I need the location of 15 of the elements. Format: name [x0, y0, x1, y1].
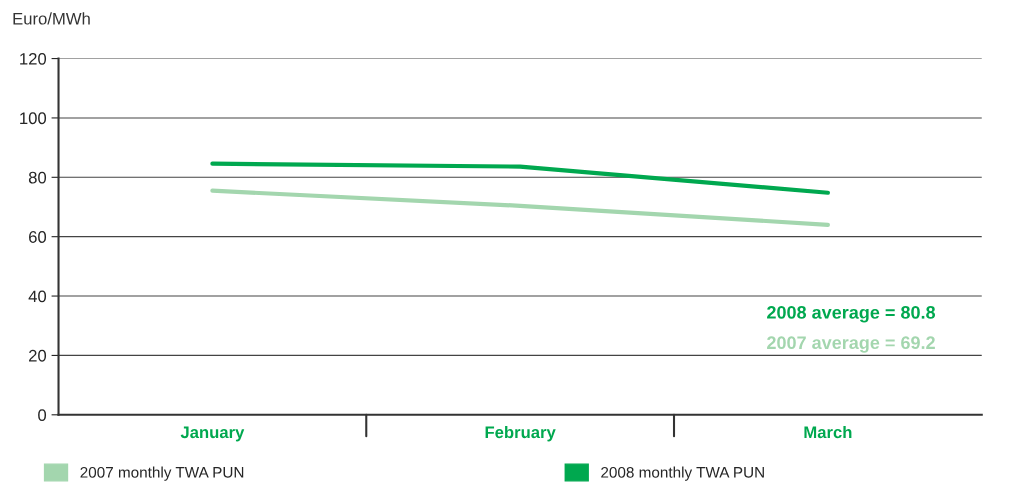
y-tick-label: 100	[20, 112, 47, 125]
y-tick-label: 0	[38, 409, 47, 421]
x-tick-label: March	[804, 425, 852, 439]
legend-label: 2008 monthly TWA PUN	[601, 466, 764, 481]
y-axis-title: Euro/MWh	[13, 12, 90, 25]
y-tick-label: 40	[28, 290, 47, 303]
annotation: 2007 average = 69.2	[767, 336, 935, 353]
legend-label: 2007 monthly TWA PUN	[80, 466, 244, 481]
y-tick-label: 120	[20, 52, 47, 65]
x-tick-label: February	[485, 425, 556, 442]
annotation: 2008 average = 80.8	[767, 306, 936, 323]
y-tick-label: 80	[28, 171, 47, 184]
x-tick-label: January	[180, 426, 245, 442]
y-tick-label: 20	[29, 349, 47, 362]
y-tick-label: 60	[29, 231, 47, 243]
